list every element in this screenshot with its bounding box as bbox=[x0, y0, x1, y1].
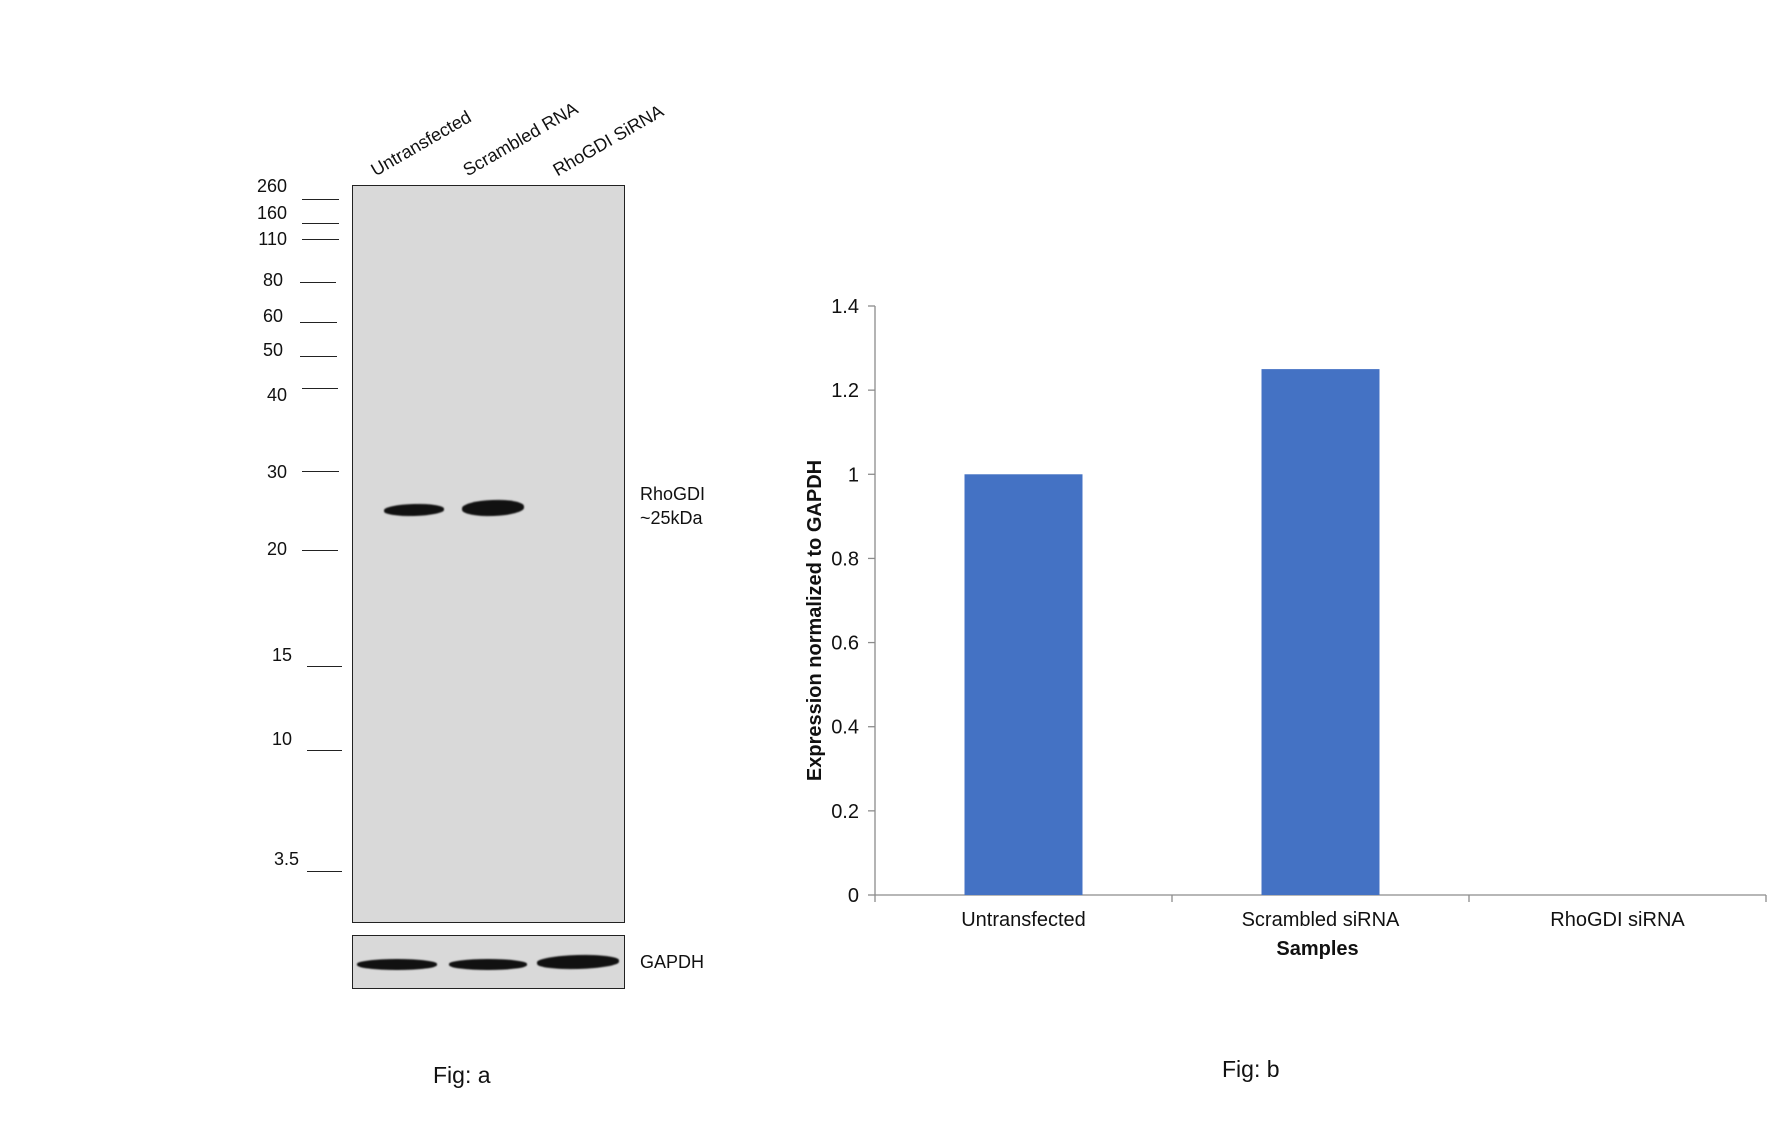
bar-scrambled-sirna bbox=[1261, 369, 1380, 895]
marker-tick-260 bbox=[302, 199, 339, 201]
x-axis-title: Samples bbox=[1276, 938, 1358, 960]
marker-label-3-5: 3.5 bbox=[273, 849, 299, 869]
x-tick-label-0: Untransfected bbox=[961, 909, 1086, 931]
figure-b-caption: Fig: b bbox=[1222, 1056, 1280, 1082]
marker-label-60: 60 bbox=[262, 306, 283, 326]
marker-tick-160 bbox=[302, 223, 339, 225]
figure-a-caption: Fig: a bbox=[433, 1062, 491, 1088]
bar-untransfected bbox=[964, 474, 1083, 895]
marker-label-80: 80 bbox=[262, 270, 283, 290]
marker-tick-10 bbox=[307, 750, 342, 752]
y-tick-label-5: 1 bbox=[848, 464, 859, 486]
y-tick-label-0: 0 bbox=[848, 885, 859, 907]
marker-label-30: 30 bbox=[266, 462, 287, 482]
marker-label-50: 50 bbox=[262, 340, 283, 360]
y-axis-title: Expression normalized to GAPDH bbox=[804, 460, 826, 781]
x-tick-label-2: RhoGDI siRNA bbox=[1550, 909, 1685, 931]
marker-label-160: 160 bbox=[256, 203, 287, 223]
marker-tick-20 bbox=[302, 550, 338, 552]
marker-tick-30 bbox=[302, 471, 339, 473]
y-tick-label-6: 1.2 bbox=[831, 380, 859, 402]
x-tick-label-1: Scrambled siRNA bbox=[1242, 909, 1400, 931]
rhogdi-band-name: RhoGDI bbox=[640, 484, 706, 504]
marker-label-15: 15 bbox=[271, 645, 292, 665]
gapdh-label: GAPDH bbox=[640, 952, 705, 972]
marker-label-260: 260 bbox=[256, 176, 287, 196]
marker-tick-60 bbox=[300, 322, 337, 324]
marker-tick-110 bbox=[302, 239, 339, 241]
main-blot-panel bbox=[352, 185, 625, 923]
rhogdi-band-size: ~25kDa bbox=[640, 508, 703, 528]
y-tick-label-7: 1.4 bbox=[831, 296, 859, 318]
marker-tick-15 bbox=[307, 666, 342, 668]
marker-label-110: 110 bbox=[258, 229, 287, 249]
marker-label-20: 20 bbox=[266, 539, 287, 559]
marker-tick-80 bbox=[300, 282, 336, 284]
y-tick-label-2: 0.4 bbox=[831, 717, 859, 739]
rhogdi-band-label: RhoGDI ~25kDa bbox=[640, 482, 705, 530]
marker-label-10: 10 bbox=[271, 729, 292, 749]
y-tick-label-4: 0.8 bbox=[831, 548, 859, 570]
marker-tick-3-5 bbox=[307, 871, 342, 873]
marker-tick-40 bbox=[302, 388, 338, 390]
y-tick-label-1: 0.2 bbox=[831, 801, 859, 823]
gapdh-blot-panel bbox=[352, 935, 625, 989]
gapdh-band-scrambled bbox=[449, 959, 527, 970]
marker-label-40: 40 bbox=[266, 385, 287, 405]
gapdh-band-untransfected bbox=[357, 959, 437, 970]
marker-tick-50 bbox=[300, 356, 337, 358]
y-tick-label-3: 0.6 bbox=[831, 633, 859, 655]
